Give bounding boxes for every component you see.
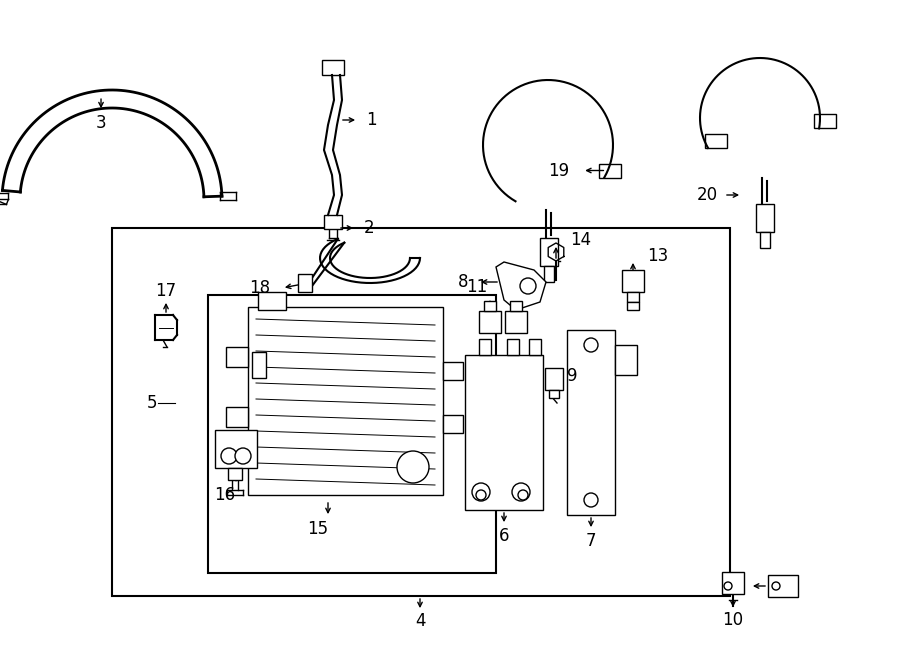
- Bar: [226, 407, 248, 427]
- Bar: [627, 302, 639, 310]
- Circle shape: [476, 490, 486, 500]
- Circle shape: [518, 490, 528, 500]
- Bar: [549, 390, 559, 398]
- Bar: [814, 114, 836, 128]
- Bar: [226, 347, 248, 367]
- Bar: [479, 339, 491, 355]
- Text: 12: 12: [721, 577, 742, 595]
- Bar: [258, 292, 286, 310]
- Bar: [599, 163, 621, 178]
- Text: 13: 13: [519, 278, 540, 296]
- Bar: [540, 238, 558, 266]
- Circle shape: [584, 493, 598, 507]
- Text: 10: 10: [723, 611, 743, 629]
- Bar: [544, 266, 554, 282]
- Text: 20: 20: [697, 186, 718, 204]
- Text: 1: 1: [366, 111, 376, 129]
- Bar: [760, 232, 770, 248]
- Text: 16: 16: [214, 486, 236, 504]
- Bar: [324, 215, 342, 229]
- Bar: [627, 292, 639, 302]
- Text: 2: 2: [364, 219, 374, 237]
- Text: 8: 8: [457, 273, 468, 291]
- Circle shape: [772, 582, 780, 590]
- Circle shape: [221, 448, 237, 464]
- Bar: [479, 311, 501, 333]
- Bar: [208, 295, 496, 573]
- Bar: [722, 572, 744, 594]
- Bar: [112, 228, 730, 596]
- Circle shape: [512, 483, 530, 501]
- Bar: [322, 60, 344, 75]
- Text: 9: 9: [567, 367, 578, 385]
- Bar: [529, 339, 541, 355]
- Bar: [252, 352, 266, 378]
- Bar: [298, 274, 312, 292]
- Bar: [505, 311, 527, 333]
- Bar: [465, 355, 543, 510]
- Bar: [215, 430, 257, 468]
- Bar: [756, 204, 774, 232]
- Bar: [705, 134, 727, 148]
- Text: 19: 19: [548, 161, 570, 180]
- Circle shape: [520, 278, 536, 294]
- Bar: [443, 415, 463, 433]
- Bar: [248, 307, 443, 495]
- Bar: [507, 339, 519, 355]
- Bar: [622, 270, 644, 292]
- Text: 4: 4: [415, 612, 425, 630]
- Bar: [484, 301, 496, 311]
- Text: 17: 17: [156, 282, 176, 300]
- Text: 7: 7: [586, 532, 596, 550]
- Text: 11: 11: [466, 278, 487, 296]
- Circle shape: [472, 483, 490, 501]
- Polygon shape: [496, 262, 546, 310]
- Text: 6: 6: [499, 527, 509, 545]
- Bar: [768, 575, 798, 597]
- Bar: [228, 468, 242, 480]
- Bar: [510, 301, 522, 311]
- Text: 18: 18: [249, 279, 270, 297]
- Bar: [443, 362, 463, 380]
- Bar: [615, 345, 637, 375]
- Text: 13: 13: [647, 247, 668, 265]
- Text: 3: 3: [95, 114, 106, 132]
- Text: 15: 15: [308, 520, 328, 538]
- Text: 5: 5: [147, 394, 157, 412]
- Bar: [567, 330, 615, 515]
- Text: 14: 14: [570, 231, 591, 249]
- Circle shape: [584, 338, 598, 352]
- Bar: [545, 368, 563, 390]
- Circle shape: [397, 451, 429, 483]
- Circle shape: [724, 582, 732, 590]
- Circle shape: [235, 448, 251, 464]
